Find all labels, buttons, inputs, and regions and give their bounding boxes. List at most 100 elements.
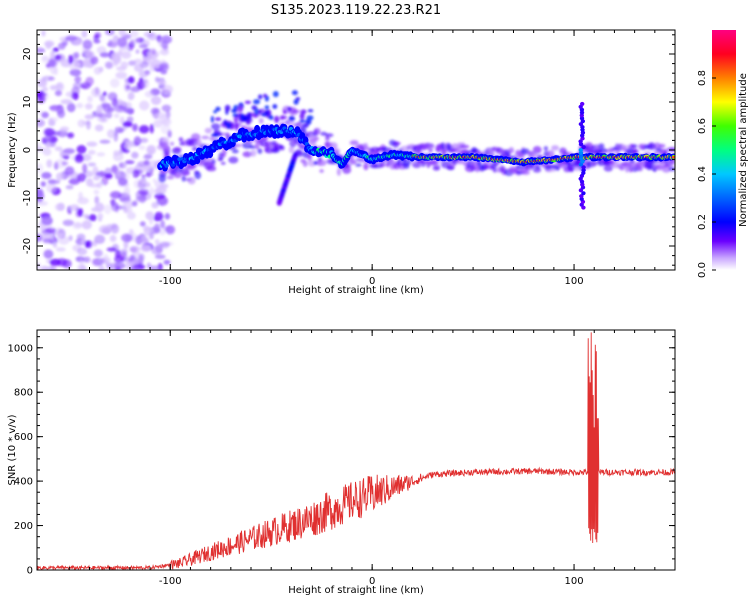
noise-blob (106, 92, 117, 101)
noise-blob (148, 217, 154, 225)
halo-blob (244, 100, 252, 105)
halo-blob (325, 133, 334, 138)
halo-blob (217, 132, 223, 136)
halo-blob (288, 115, 295, 122)
halo-blob (187, 177, 196, 185)
halo-blob (279, 145, 285, 151)
noise-blob (123, 207, 129, 214)
halo-blob (232, 113, 238, 118)
noise-blob (107, 106, 115, 113)
noise-blob (103, 253, 109, 262)
noise-blob (74, 154, 84, 163)
spike-blob (578, 139, 583, 144)
y-tick-label: -20 (22, 238, 33, 254)
noise-blob (37, 119, 45, 127)
halo-blob (164, 144, 170, 152)
halo-blob (264, 110, 270, 115)
noise-blob (59, 126, 70, 132)
noise-blob (129, 245, 141, 253)
halo-blob (291, 109, 301, 113)
noise-blob (65, 35, 78, 41)
noise-blob (138, 254, 144, 265)
noise-blob (49, 258, 61, 266)
noise-blob (130, 265, 140, 270)
noise-blob (61, 161, 69, 166)
noise-blob (94, 32, 101, 39)
halo-blob (302, 160, 308, 167)
y-tick-label: 400 (14, 477, 33, 488)
y-tick-label: 0 (27, 566, 33, 577)
noise-blob (129, 30, 139, 38)
spike-blob (579, 194, 584, 199)
noise-blob (57, 129, 68, 138)
noise-blob (154, 211, 164, 222)
halo-blob (521, 170, 530, 175)
halo-blob (379, 162, 386, 168)
noise-blob (141, 178, 147, 185)
noise-blob (54, 90, 62, 97)
noise-blob (46, 183, 57, 193)
noise-blob (56, 172, 64, 181)
snr-xlabel: Height of straight line (km) (288, 585, 424, 596)
noise-blob (159, 63, 168, 70)
noise-blob (146, 145, 156, 155)
noise-blob (82, 39, 93, 50)
noise-blob (88, 214, 97, 222)
noise-blob (41, 30, 46, 37)
halo-blob (299, 119, 306, 123)
noise-blob (161, 117, 172, 127)
halo-blob (254, 141, 260, 150)
noise-blob (94, 202, 105, 213)
halo-blob (301, 123, 309, 128)
halo-blob (590, 160, 598, 167)
colorbar-tick-label: 0.4 (697, 166, 708, 182)
halo-blob (220, 161, 226, 165)
y-tick-label: 1000 (8, 343, 33, 354)
noise-blob (90, 56, 99, 65)
y-tick-label: 800 (14, 388, 33, 399)
noise-blob (161, 39, 168, 50)
noise-blob (164, 213, 171, 220)
halo-blob (336, 168, 341, 176)
noise-blob (129, 229, 134, 235)
noise-blob (71, 92, 79, 100)
noise-blob (139, 235, 150, 245)
halo-blob (543, 146, 549, 151)
halo-blob (264, 105, 270, 110)
halo-blob (313, 136, 320, 141)
noise-blob (154, 180, 165, 189)
noise-blob (94, 196, 100, 205)
noise-blob (122, 121, 133, 128)
halo-blob (188, 139, 198, 147)
noise-blob (37, 147, 45, 152)
noise-blob (105, 61, 113, 69)
noise-blob (68, 54, 74, 65)
x-tick-label: -100 (159, 276, 182, 287)
spike-blob (580, 130, 586, 135)
halo-blob (355, 163, 362, 167)
noise-blob (148, 265, 161, 270)
halo-blob (170, 141, 175, 146)
spike-blob (580, 101, 585, 106)
noise-blob (93, 66, 102, 75)
spike-blob (581, 165, 586, 170)
spike-blob (580, 182, 585, 187)
noise-blob (150, 96, 162, 105)
noise-blob (41, 111, 49, 119)
noise-blob (131, 200, 138, 207)
noise-blob (37, 142, 41, 148)
halo-blob (215, 106, 221, 112)
halo-blob (234, 122, 239, 131)
noise-blob (161, 104, 172, 112)
noise-blob (105, 262, 113, 270)
noise-blob (124, 141, 132, 149)
noise-blob (150, 59, 162, 69)
noise-blob (57, 109, 66, 119)
noise-blob (85, 76, 94, 86)
halo-blob (365, 146, 371, 151)
noise-blob (72, 61, 81, 67)
spectrogram-xlabel: Height of straight line (km) (288, 285, 424, 296)
halo-blob (201, 135, 210, 140)
noise-blob (163, 225, 172, 232)
noise-blob (138, 125, 150, 134)
